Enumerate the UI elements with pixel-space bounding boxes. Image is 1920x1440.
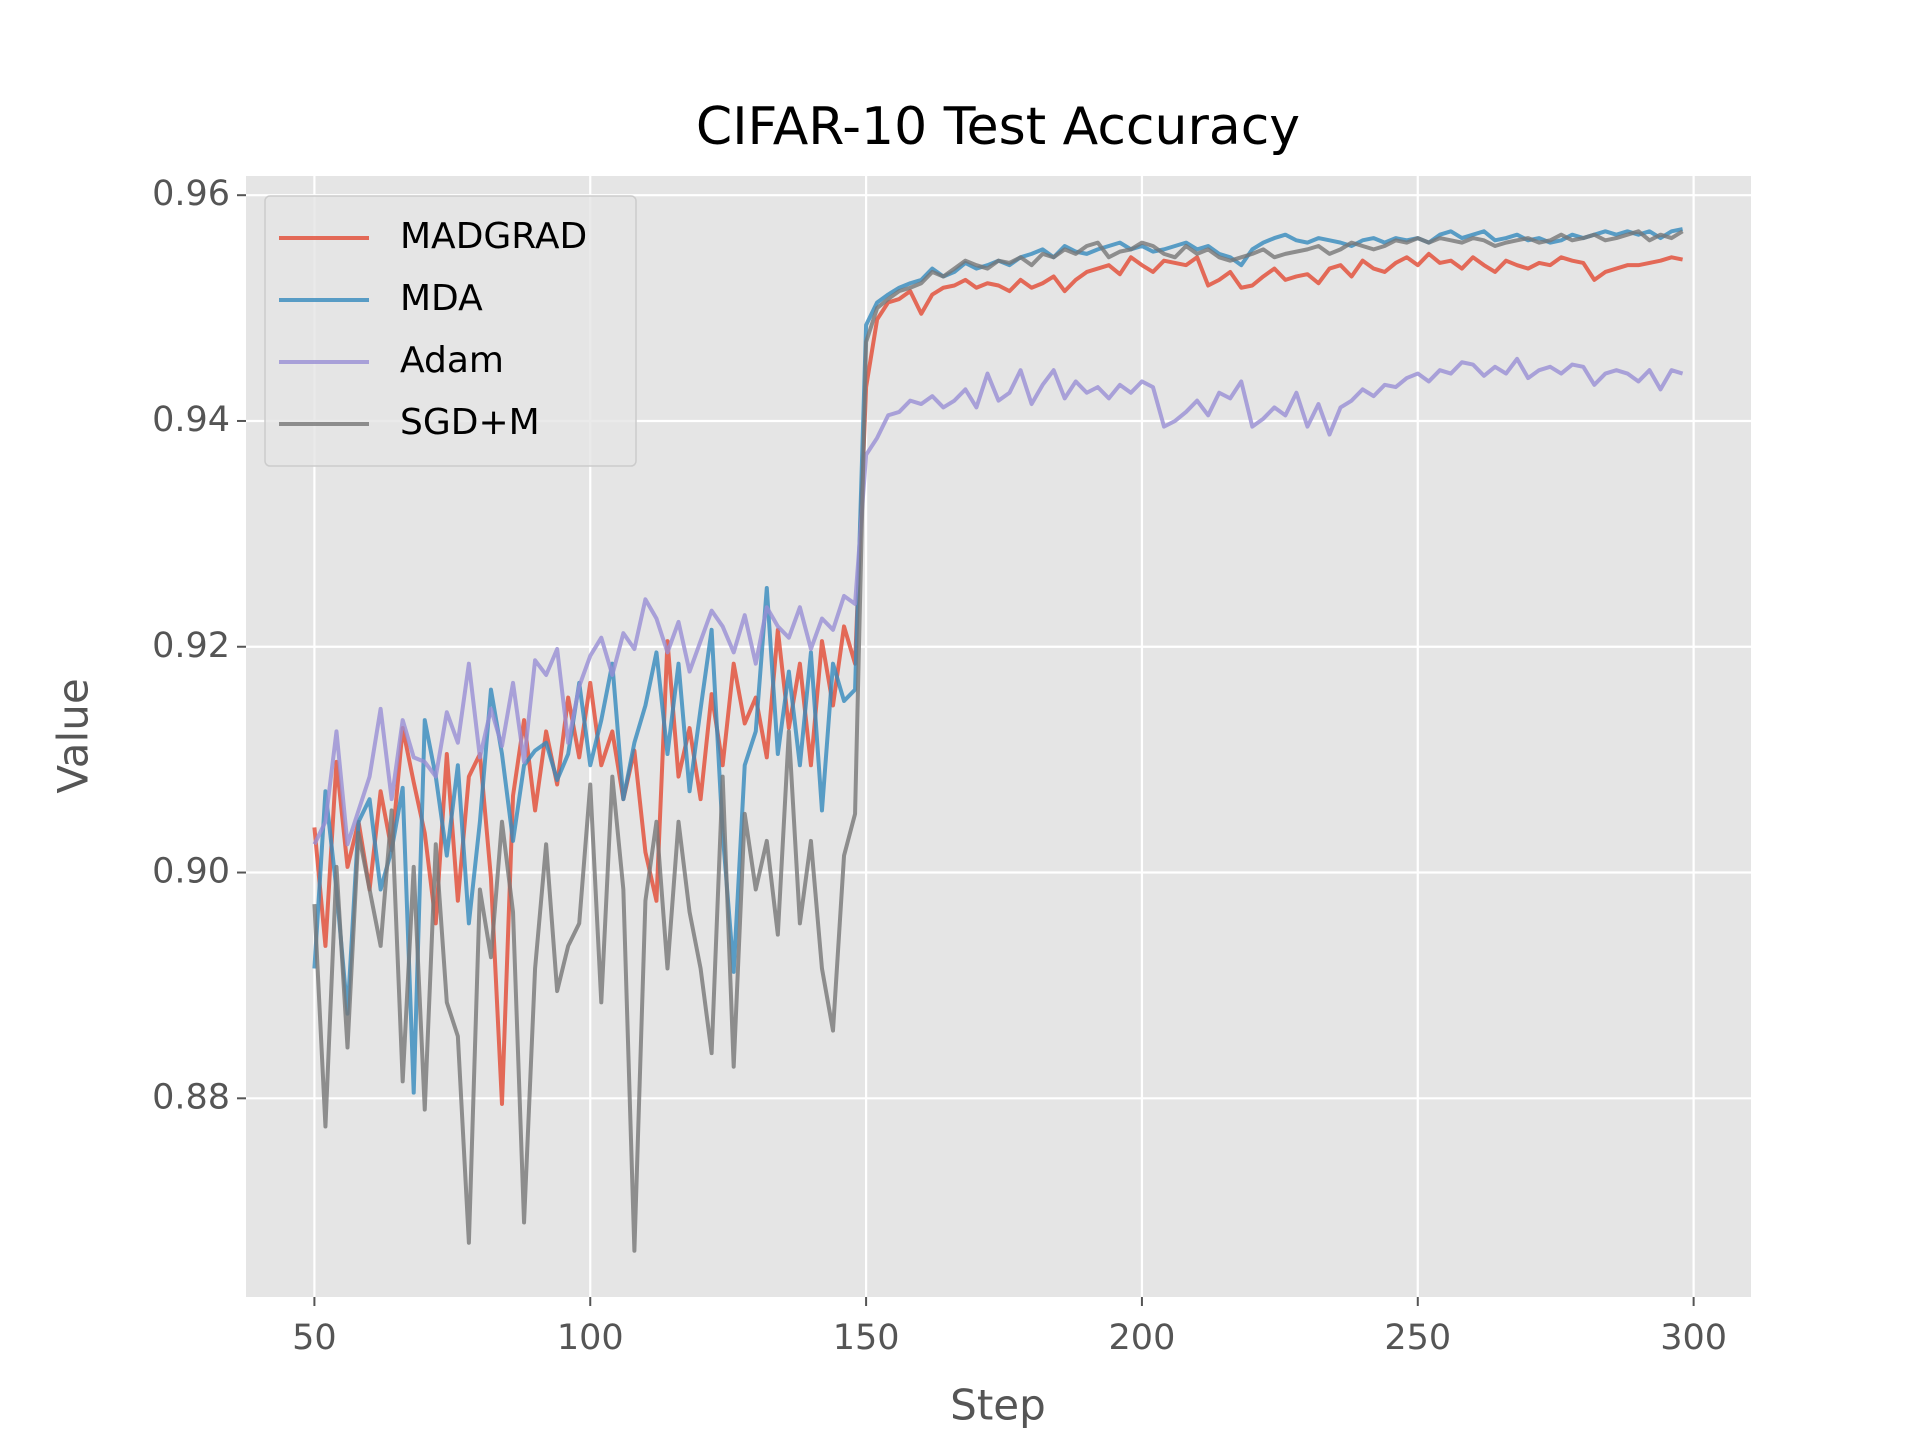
y-tick-label: 0.90	[152, 852, 230, 892]
ticks: 0.88 0.90 0.92 0.94 0.96 50 100 150 200 250 300	[152, 174, 1727, 1358]
y-tick-label: 0.88	[152, 1077, 230, 1117]
y-tick-label: 0.92	[152, 626, 230, 666]
x-tick-label: 50	[292, 1318, 337, 1358]
legend-label: SGD+M	[400, 402, 540, 443]
y-tick-label: 0.96	[152, 174, 230, 214]
lines	[312, 227, 1684, 1253]
legend-label: Adam	[400, 340, 504, 381]
y-axis-label: Value	[49, 678, 98, 793]
series-line	[312, 229, 1684, 1253]
legend-label: MDA	[400, 278, 483, 319]
x-tick-label: 200	[1109, 1318, 1176, 1358]
x-tick-label: 250	[1384, 1318, 1451, 1358]
x-tick-label: 150	[833, 1318, 900, 1358]
x-axis-label: Step	[950, 1381, 1046, 1430]
legend: MADGRAD MDA Adam SGD+M	[264, 195, 637, 467]
series-line	[312, 356, 1684, 847]
chart-title: CIFAR-10 Test Accuracy	[696, 97, 1300, 157]
y-tick-label: 0.94	[152, 400, 230, 440]
x-tick-label: 100	[557, 1318, 624, 1358]
legend-label: MADGRAD	[400, 216, 587, 257]
x-tick-label: 300	[1660, 1318, 1727, 1358]
legend-box	[264, 195, 637, 467]
series-line	[312, 251, 1683, 1106]
